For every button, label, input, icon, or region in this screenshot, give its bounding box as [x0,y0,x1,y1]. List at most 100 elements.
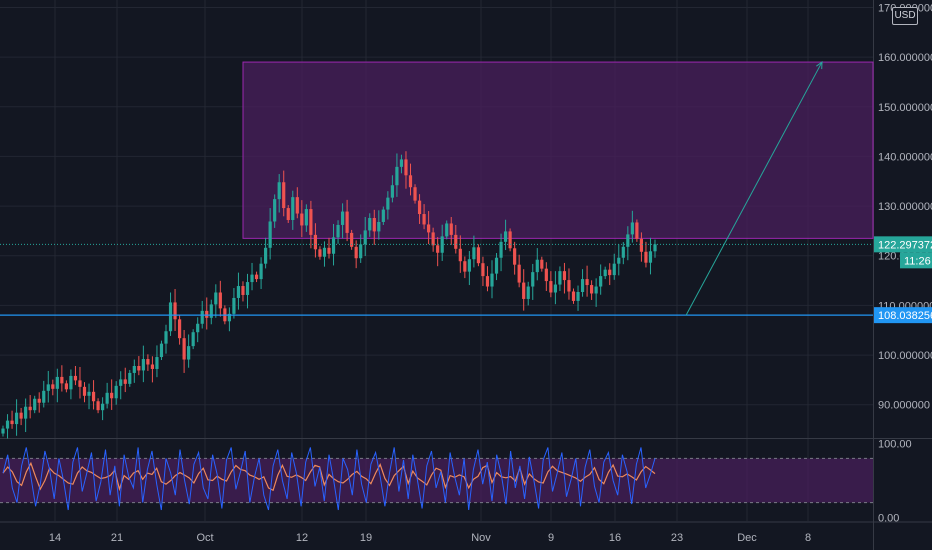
candle-body [1,428,5,434]
candle-body [463,261,467,272]
candle-body [64,383,68,390]
candle-body [350,232,354,247]
candle-body [331,237,336,254]
countdown-tag [900,252,932,269]
candle-body [413,187,417,201]
candle-body [621,246,625,258]
candle-body [291,197,295,220]
candle-body [304,209,308,226]
price-tick-label: 160.000000 [878,52,932,64]
candle-body [508,231,512,249]
candle-body [390,185,394,198]
candle-body [209,304,213,318]
candle-body [137,365,141,371]
candle-body [513,248,517,265]
candle-body [427,224,431,233]
candle-body [114,385,118,399]
candle-body [101,403,105,411]
candle-body [105,392,109,404]
candle-body [454,234,458,249]
candle-body [19,412,23,419]
price-tick-label: 140.000000 [878,151,932,163]
candle-body [33,398,37,411]
price-tick-label: 150.000000 [878,102,932,114]
candle-body [354,246,358,259]
price-tick-label: 90.000000 [878,400,930,412]
candle-body [603,269,607,277]
candle-body [196,323,200,333]
candle-body [449,223,453,235]
candle-body [639,238,644,252]
candle-body [549,281,553,293]
candle-body [372,218,376,232]
candle-body [558,271,562,285]
candle-body [617,257,621,264]
candle-countdown: 11:26 [904,255,931,267]
candle-body [648,251,653,263]
candle-body [476,247,481,264]
candle-body [214,292,218,305]
candle-body [644,251,648,263]
candle-body [268,221,272,248]
candle-body [553,284,557,293]
candle-body [24,406,28,419]
candle-body [580,279,585,292]
candle-body [408,175,413,188]
candle-body [386,197,390,210]
candle-body [540,259,544,269]
candle-body [467,259,471,272]
candle-body [187,346,191,360]
time-tick-label: Oct [196,532,213,544]
candle-body [327,247,331,254]
oscillator-d-line [2,461,656,492]
candle-body [626,234,630,247]
candle-body [141,359,145,371]
candle-body [132,365,136,373]
candle-body [51,384,55,389]
candle-body [200,310,204,324]
candle-body [381,209,385,222]
target-zone-rectangle[interactable] [242,61,874,239]
candle-body [300,213,304,226]
candle-body [5,420,10,429]
last-price-tag[interactable] [874,236,932,253]
candle-body [345,211,349,233]
candle-body [567,280,571,292]
candle-body [544,268,548,282]
candle-body [96,401,100,411]
candle-body [590,285,594,294]
candle-body [241,286,245,295]
candle-body [359,244,363,259]
candle-body [69,375,73,390]
candle-body [431,232,435,246]
candle-body [60,376,64,384]
candle-body [630,222,634,235]
candle-body [78,380,82,387]
candle-body [173,302,177,320]
candle-body [10,420,14,425]
time-tick-label: 9 [548,532,554,544]
projection-trendline[interactable] [685,61,823,316]
candle-body [28,406,32,411]
oscillator-band [0,458,873,503]
candle-body [368,218,372,231]
candle-body [87,391,91,396]
candle-body [91,391,96,402]
currency-label[interactable]: USD [892,7,918,25]
time-tick-label: 14 [49,532,61,544]
candle-body [608,269,612,276]
candle-body [177,319,182,339]
time-tick-label: 8 [805,532,811,544]
candle-body [526,286,530,299]
time-tick-label: 12 [296,532,308,544]
candle-body [277,182,281,200]
horizontal-line-tag[interactable] [874,307,932,324]
candle-body [309,209,313,235]
candle-body [42,390,46,403]
candle-body [445,223,449,237]
candle-body [205,310,209,318]
candle-body [146,359,150,365]
time-tick-label: Nov [471,532,491,544]
candle-body [535,259,539,273]
